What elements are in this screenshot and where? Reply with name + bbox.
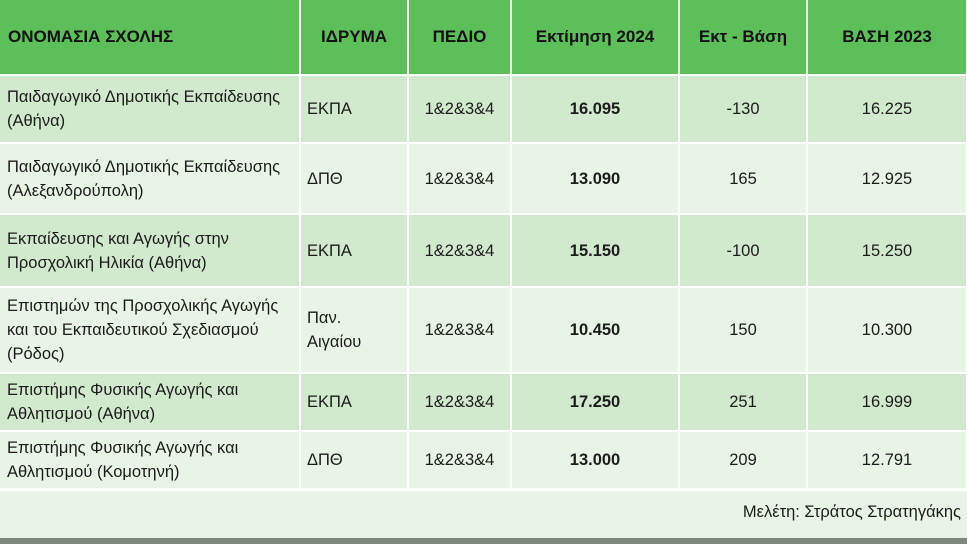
school-name-cell: Επιστημών της Προσχολικής Αγωγής και του…: [0, 286, 301, 373]
field-cell: 1&2&3&4: [408, 372, 512, 431]
bottom-divider: [0, 538, 967, 544]
diff-cell: 209: [679, 430, 808, 488]
institution-cell: ΔΠΘ: [300, 142, 409, 214]
header-estimate-minus-base: Εκτ - Βάση: [679, 0, 808, 75]
header-school-name: ΟΝΟΜΑΣΙΑ ΣΧΟΛΗΣ: [0, 0, 301, 75]
diff-cell: 251: [679, 372, 808, 431]
table-row: Επιστήμης Φυσικής Αγωγής και Αθλητισμού …: [0, 430, 967, 488]
header-field: ΠΕΔΙΟ: [408, 0, 512, 75]
institution-cell: Παν. Αιγαίου: [300, 286, 409, 373]
base-cell: 12.925: [807, 142, 967, 214]
diff-cell: 165: [679, 142, 808, 214]
base-cell: 10.300: [807, 286, 967, 373]
diff-cell: 150: [679, 286, 808, 373]
base-cell: 16.225: [807, 74, 967, 143]
base-cell: 15.250: [807, 213, 967, 287]
diff-cell: -100: [679, 213, 808, 287]
field-cell: 1&2&3&4: [408, 286, 512, 373]
institution-cell: ΔΠΘ: [300, 430, 409, 488]
institution-cell: ΕΚΠΑ: [300, 213, 409, 287]
author-credit: Μελέτη: Στράτος Στρατηγάκης: [742, 503, 961, 521]
table-row: Επιστήμης Φυσικής Αγωγής και Αθλητισμού …: [0, 372, 967, 431]
base-cell: 12.791: [807, 430, 967, 488]
institution-cell: ΕΚΠΑ: [300, 74, 409, 143]
school-name-cell: Επιστήμης Φυσικής Αγωγής και Αθλητισμού …: [0, 430, 301, 488]
table-row: Εκπαίδευσης και Αγωγής στην Προσχολική Η…: [0, 213, 967, 287]
header-estimate-2024: Εκτίμηση 2024: [511, 0, 680, 75]
table-row: Παιδαγωγικό Δημοτικής Εκπαίδευσης (Αθήνα…: [0, 74, 967, 143]
table-header-row: ΟΝΟΜΑΣΙΑ ΣΧΟΛΗΣ ΙΔΡΥΜΑ ΠΕΔΙΟ Εκτίμηση 20…: [0, 0, 967, 75]
field-cell: 1&2&3&4: [408, 142, 512, 214]
estimate-cell: 13.090: [511, 142, 680, 214]
school-name-cell: Παιδαγωγικό Δημοτικής Εκπαίδευσης (Αλεξα…: [0, 142, 301, 214]
credit-bar: Μελέτη: Στράτος Στρατηγάκης: [0, 491, 967, 544]
header-institution: ΙΔΡΥΜΑ: [300, 0, 409, 75]
table-row: Επιστημών της Προσχολικής Αγωγής και του…: [0, 286, 967, 373]
diff-cell: -130: [679, 74, 808, 143]
school-name-cell: Παιδαγωγικό Δημοτικής Εκπαίδευσης (Αθήνα…: [0, 74, 301, 143]
estimate-cell: 17.250: [511, 372, 680, 431]
header-base-2023: ΒΑΣΗ 2023: [807, 0, 967, 75]
school-name-cell: Εκπαίδευσης και Αγωγής στην Προσχολική Η…: [0, 213, 301, 287]
field-cell: 1&2&3&4: [408, 74, 512, 143]
table-row: Παιδαγωγικό Δημοτικής Εκπαίδευσης (Αλεξα…: [0, 142, 967, 214]
base-cell: 16.999: [807, 372, 967, 431]
estimate-cell: 15.150: [511, 213, 680, 287]
estimate-cell: 13.000: [511, 430, 680, 488]
school-name-cell: Επιστήμης Φυσικής Αγωγής και Αθλητισμού …: [0, 372, 301, 431]
institution-cell: ΕΚΠΑ: [300, 372, 409, 431]
field-cell: 1&2&3&4: [408, 213, 512, 287]
field-cell: 1&2&3&4: [408, 430, 512, 488]
estimate-cell: 10.450: [511, 286, 680, 373]
estimate-cell: 16.095: [511, 74, 680, 143]
admission-scores-table: ΟΝΟΜΑΣΙΑ ΣΧΟΛΗΣ ΙΔΡΥΜΑ ΠΕΔΙΟ Εκτίμηση 20…: [0, 0, 967, 488]
